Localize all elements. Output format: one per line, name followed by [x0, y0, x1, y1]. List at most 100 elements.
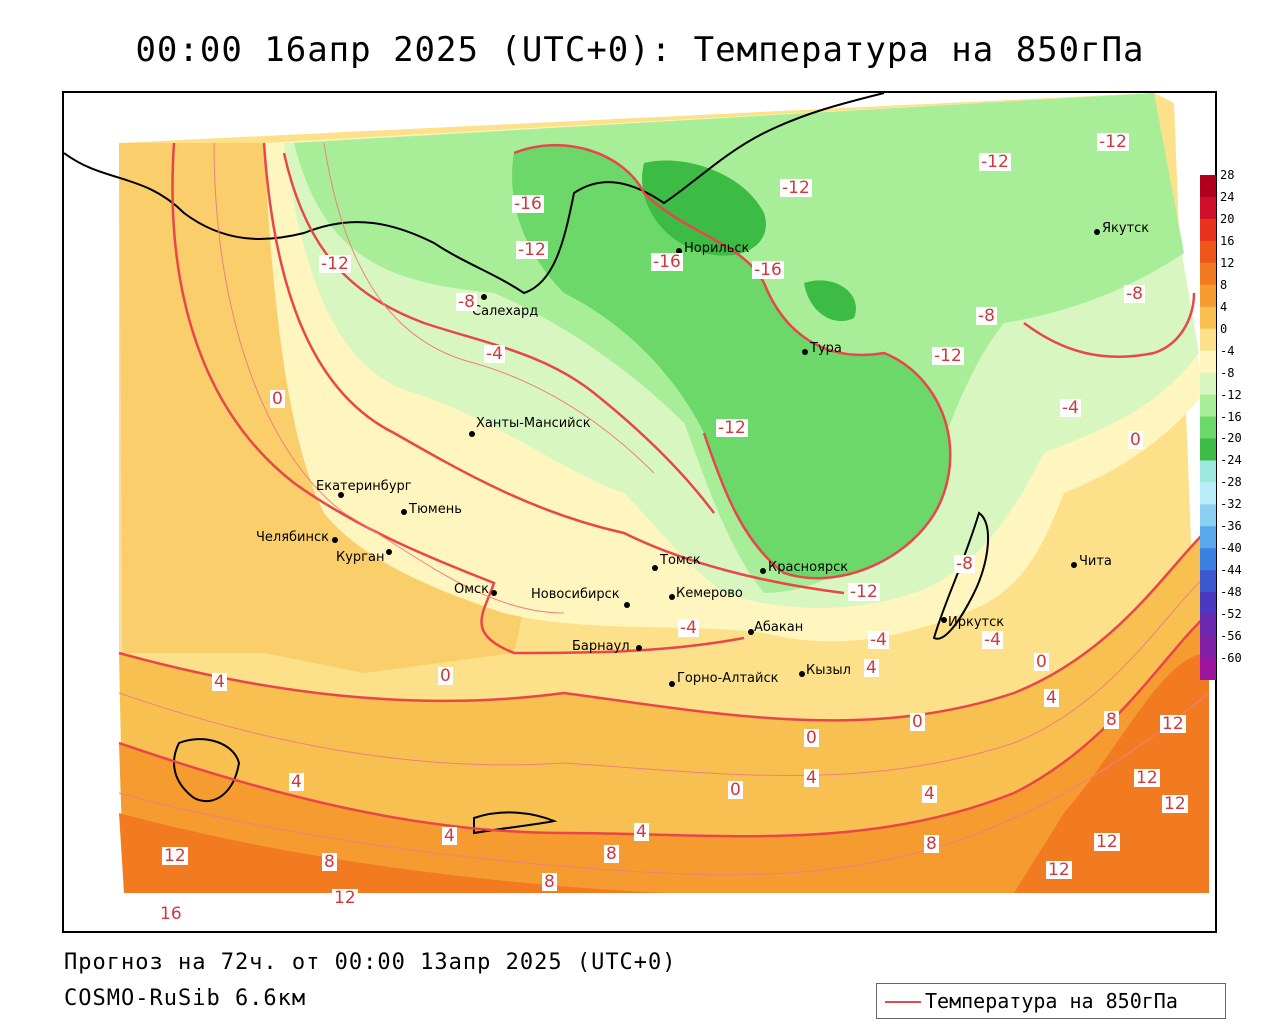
isotherm-label: -12: [1097, 132, 1129, 152]
colorbar-swatch: [1200, 262, 1216, 286]
colorbar-swatch: [1200, 218, 1216, 242]
isotherm-label: 0: [1034, 652, 1049, 672]
colorbar-swatch: [1200, 306, 1216, 330]
colorbar-tick-label: -4: [1220, 343, 1235, 358]
colorbar-swatch: [1200, 328, 1216, 352]
isotherm-label: 4: [804, 768, 819, 788]
isotherm-label: 4: [212, 672, 227, 692]
isotherm-label: 0: [910, 712, 925, 732]
colorbar-swatch: [1200, 394, 1216, 418]
colorbar-tick-label: -20: [1220, 431, 1242, 446]
colorbar-swatch: [1200, 614, 1216, 637]
isotherm-label: -12: [516, 240, 548, 260]
colorbar-tick-label: -48: [1220, 585, 1242, 600]
colorbar-tick-label: 28: [1220, 168, 1235, 182]
legend-label: Температура на 850гПа: [925, 989, 1178, 1013]
model-name: COSMO-RuSib 6.6км: [64, 986, 307, 1011]
isotherm-label: 4: [922, 784, 937, 804]
warm-zone-12: [119, 653, 1209, 893]
warm-zone-8: [119, 613, 1209, 893]
colorbar-tick-label: -36: [1220, 519, 1242, 534]
isotherm-label: -16: [512, 194, 544, 214]
colorbar-tick-label: -52: [1220, 607, 1242, 622]
colorbar-swatch: [1200, 438, 1216, 461]
isotherm-label: -4: [1060, 398, 1081, 418]
isotherm-label: -4: [868, 630, 889, 650]
isotherm-label: 4: [864, 658, 879, 678]
colorbar-swatch: [1200, 284, 1216, 308]
map-panel: Якутск Норильск Салехард Тура Ханты-Манс…: [62, 91, 1217, 933]
colorbar-tick-label: -28: [1220, 475, 1242, 490]
colorbar-tick-label: -56: [1220, 629, 1242, 644]
colorbar-swatch: [1200, 570, 1216, 593]
map-title: 00:00 16апр 2025 (UTC+0): Температура на…: [135, 30, 1145, 70]
colorbar-tick-label: -12: [1220, 387, 1242, 402]
aral-sea: [173, 738, 241, 803]
isotherm-label: 8: [322, 852, 337, 872]
isotherm-label: 0: [728, 780, 743, 800]
arctic-coastline: [64, 93, 885, 295]
isotherm-label: 12: [1134, 768, 1160, 788]
isotherm-label: 12: [1094, 832, 1120, 852]
isotherm-label: 8: [542, 872, 557, 892]
isotherm-label: -4: [484, 344, 505, 364]
temperature-field: [64, 93, 1210, 893]
isotherm-label: -12: [979, 152, 1011, 172]
isotherm-label: 0: [804, 728, 819, 748]
isotherm-label: -12: [319, 254, 351, 274]
isotherm-label: -12: [848, 582, 880, 602]
thin-isotherms: [118, 142, 1210, 876]
warm-zone-4: [119, 533, 1209, 893]
isotherm-label: 12: [1160, 714, 1186, 734]
colorbar-swatch: [1200, 175, 1216, 198]
colorbar: [1200, 175, 1216, 680]
isotherm-label: 16: [158, 904, 184, 924]
colorbar-tick-label: 0: [1220, 321, 1228, 336]
isotherm-label: -16: [752, 260, 784, 280]
isotherm-label: 8: [604, 844, 619, 864]
colorbar-tick-label: 24: [1220, 189, 1235, 204]
colorbar-tick-label: -32: [1220, 497, 1242, 512]
isotherm-label: 4: [1044, 688, 1059, 708]
isotherm-label: 12: [162, 846, 188, 866]
cold-zone-minus20: [642, 160, 856, 322]
isotherm-label: -12: [780, 178, 812, 198]
colorbar-tick-label: -40: [1220, 541, 1242, 556]
colorbar-swatch: [1200, 636, 1216, 659]
isotherm-label: -8: [954, 554, 975, 574]
colorbar-tick-label: -44: [1220, 563, 1242, 578]
isotherm-label: 12: [332, 888, 358, 908]
colorbar-swatch: [1200, 350, 1216, 374]
isotherm-label: 0: [270, 389, 285, 409]
isotherm-label: -16: [651, 252, 683, 272]
isotherm-label: 0: [1128, 430, 1143, 450]
colorbar-tick-label: 12: [1220, 255, 1235, 270]
isotherm-label: 4: [289, 772, 304, 792]
colorbar-swatch: [1200, 372, 1216, 396]
isotherm-label: 4: [634, 822, 649, 842]
colorbar-tick-label: -60: [1220, 651, 1242, 666]
isotherm-label: -8: [1124, 284, 1145, 304]
cold-zone-minus16: [512, 145, 951, 579]
colorbar-swatch: [1200, 548, 1216, 571]
colorbar-tick-label: 20: [1220, 211, 1235, 226]
isotherm-label: -12: [932, 346, 964, 366]
colorbar-tick-label: 16: [1220, 233, 1235, 248]
forecast-info: Прогноз на 72ч. от 00:00 13апр 2025 (UTC…: [64, 950, 677, 975]
isotherm-label: -12: [716, 418, 748, 438]
isotherm-label: -8: [976, 306, 997, 326]
isotherm-label: 4: [442, 826, 457, 846]
isotherm-label: 12: [1162, 794, 1188, 814]
colorbar-swatch: [1200, 526, 1216, 549]
isotherm-label: 0: [438, 666, 453, 686]
colorbar-swatch: [1200, 658, 1216, 680]
isotherm-label: 8: [1104, 710, 1119, 730]
legend-line-swatch: [885, 1001, 921, 1003]
legend-box: Температура на 850гПа: [876, 983, 1226, 1019]
isotherm-label: -4: [678, 618, 699, 638]
isotherm-label: -8: [456, 292, 477, 312]
colorbar-swatch: [1200, 504, 1216, 527]
colorbar-swatch: [1200, 196, 1216, 220]
colorbar-swatch: [1200, 482, 1216, 505]
colorbar-swatch: [1200, 240, 1216, 264]
